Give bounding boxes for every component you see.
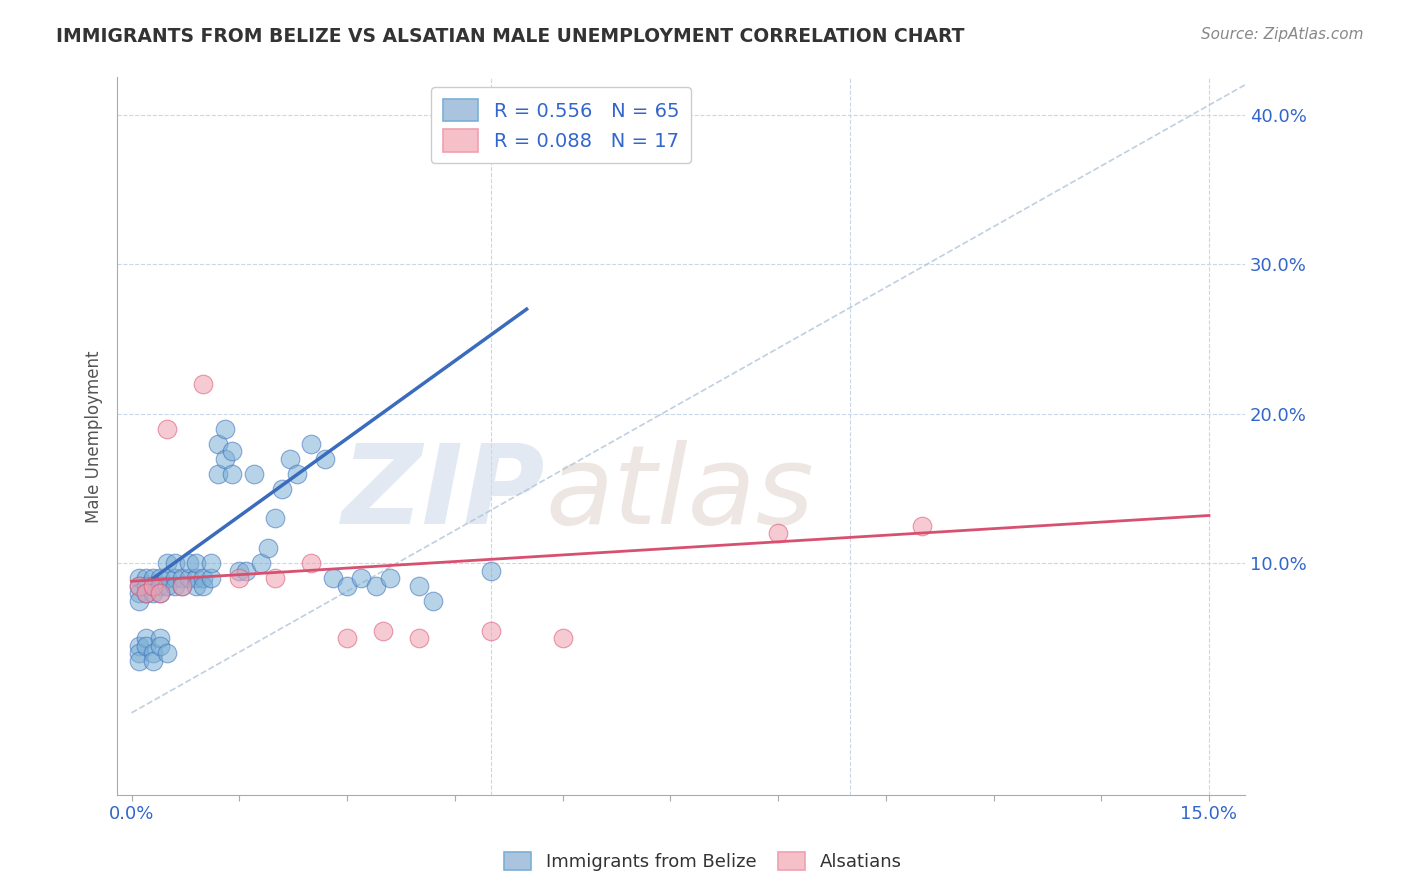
- Point: [149, 586, 172, 600]
- Point: [163, 557, 186, 571]
- Point: [242, 467, 264, 481]
- Point: [142, 571, 165, 585]
- Point: [142, 646, 165, 660]
- Point: [163, 579, 186, 593]
- Point: [315, 451, 337, 466]
- Point: [156, 571, 179, 585]
- Point: [128, 579, 150, 593]
- Point: [135, 586, 157, 600]
- Point: [264, 511, 287, 525]
- Point: [228, 564, 250, 578]
- Point: [142, 579, 165, 593]
- Point: [170, 579, 193, 593]
- Point: [149, 631, 172, 645]
- Point: [207, 467, 229, 481]
- Point: [278, 451, 301, 466]
- Point: [336, 631, 359, 645]
- Point: [177, 557, 200, 571]
- Point: [135, 586, 157, 600]
- Point: [186, 557, 208, 571]
- Point: [408, 579, 430, 593]
- Point: [156, 422, 179, 436]
- Point: [128, 586, 150, 600]
- Point: [235, 564, 257, 578]
- Point: [214, 451, 236, 466]
- Point: [285, 467, 308, 481]
- Point: [149, 639, 172, 653]
- Point: [156, 579, 179, 593]
- Point: [149, 579, 172, 593]
- Point: [911, 519, 934, 533]
- Point: [350, 571, 373, 585]
- Point: [135, 571, 157, 585]
- Point: [766, 526, 789, 541]
- Legend: Immigrants from Belize, Alsatians: Immigrants from Belize, Alsatians: [498, 845, 908, 879]
- Point: [221, 467, 243, 481]
- Point: [128, 646, 150, 660]
- Y-axis label: Male Unemployment: Male Unemployment: [86, 350, 103, 523]
- Point: [142, 653, 165, 667]
- Point: [170, 579, 193, 593]
- Point: [200, 557, 222, 571]
- Point: [135, 631, 157, 645]
- Point: [422, 593, 444, 607]
- Point: [250, 557, 273, 571]
- Point: [214, 422, 236, 436]
- Point: [135, 639, 157, 653]
- Point: [193, 579, 215, 593]
- Point: [156, 646, 179, 660]
- Point: [264, 571, 287, 585]
- Point: [371, 624, 394, 638]
- Point: [193, 571, 215, 585]
- Point: [207, 436, 229, 450]
- Legend: R = 0.556   N = 65, R = 0.088   N = 17: R = 0.556 N = 65, R = 0.088 N = 17: [432, 87, 690, 163]
- Point: [479, 564, 502, 578]
- Point: [336, 579, 359, 593]
- Point: [364, 579, 387, 593]
- Point: [299, 557, 322, 571]
- Text: ZIP: ZIP: [342, 440, 546, 547]
- Point: [221, 444, 243, 458]
- Point: [128, 571, 150, 585]
- Point: [378, 571, 401, 585]
- Point: [322, 571, 344, 585]
- Point: [299, 436, 322, 450]
- Point: [149, 571, 172, 585]
- Point: [156, 557, 179, 571]
- Point: [186, 579, 208, 593]
- Point: [193, 376, 215, 391]
- Point: [142, 579, 165, 593]
- Point: [200, 571, 222, 585]
- Point: [135, 579, 157, 593]
- Point: [142, 586, 165, 600]
- Point: [128, 593, 150, 607]
- Point: [163, 571, 186, 585]
- Point: [186, 571, 208, 585]
- Point: [257, 541, 280, 556]
- Point: [479, 624, 502, 638]
- Point: [128, 579, 150, 593]
- Text: Source: ZipAtlas.com: Source: ZipAtlas.com: [1201, 27, 1364, 42]
- Text: atlas: atlas: [546, 440, 814, 547]
- Text: IMMIGRANTS FROM BELIZE VS ALSATIAN MALE UNEMPLOYMENT CORRELATION CHART: IMMIGRANTS FROM BELIZE VS ALSATIAN MALE …: [56, 27, 965, 45]
- Point: [128, 639, 150, 653]
- Point: [551, 631, 574, 645]
- Point: [408, 631, 430, 645]
- Point: [170, 571, 193, 585]
- Point: [228, 571, 250, 585]
- Point: [149, 586, 172, 600]
- Point: [128, 653, 150, 667]
- Point: [177, 571, 200, 585]
- Point: [271, 482, 294, 496]
